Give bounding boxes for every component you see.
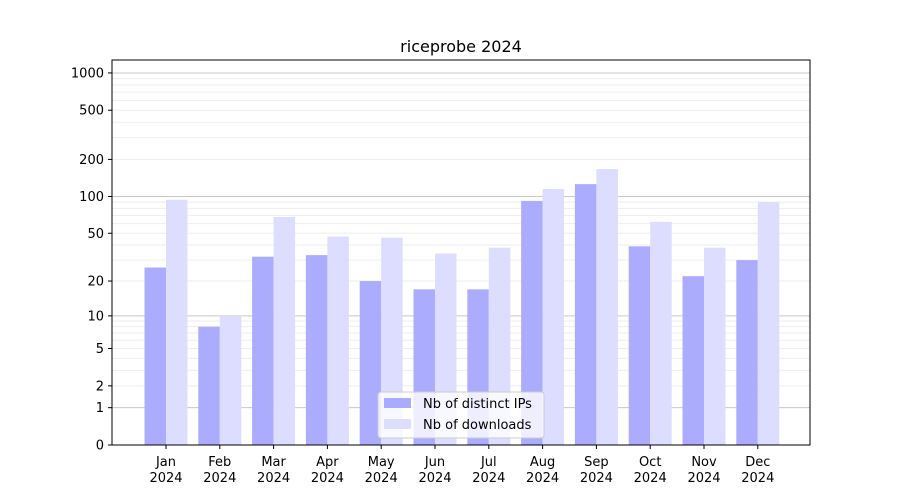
bar-distinct-ips: [198, 326, 220, 445]
bar-distinct-ips: [305, 255, 328, 445]
x-tick-label-year: 2024: [580, 471, 613, 486]
legend-label-downloads: Nb of downloads: [423, 418, 532, 433]
chart-title: riceprobe 2024: [400, 37, 522, 56]
bar-downloads: [327, 236, 349, 445]
bar-downloads: [650, 221, 672, 445]
bar-distinct-ips: [521, 200, 543, 445]
x-tick-label-year: 2024: [741, 471, 774, 486]
legend: Nb of distinct IPs Nb of downloads: [377, 391, 545, 439]
x-tick-label-year: 2024: [365, 471, 398, 486]
y-tick-label: 5: [96, 342, 104, 357]
x-tick-label-year: 2024: [257, 471, 290, 486]
x-tick-label-year: 2024: [418, 471, 451, 486]
y-tick-label: 200: [79, 153, 104, 168]
x-tick-label-year: 2024: [472, 471, 505, 486]
bar-downloads: [757, 202, 780, 445]
x-tick-label-month: Jan: [155, 455, 176, 470]
x-tick-label-year: 2024: [687, 471, 720, 486]
bar-downloads: [704, 247, 726, 445]
plot-frame: [111, 59, 811, 446]
x-tick-label-year: 2024: [149, 471, 182, 486]
x-tick-label-month: Aug: [530, 455, 555, 470]
x-tick-label-month: Sep: [584, 455, 609, 470]
y-tick-label: 0: [96, 439, 104, 454]
x-tick-label-month: Dec: [745, 455, 770, 470]
bar-downloads: [542, 189, 565, 445]
y-tick-label: 500: [79, 104, 104, 119]
x-tick-label-month: Jun: [424, 455, 445, 470]
legend-swatch-ips: [384, 398, 411, 408]
y-tick-label: 100: [79, 190, 104, 205]
x-tick-label-year: 2024: [526, 471, 559, 486]
x-tick-label-month: Jul: [480, 455, 497, 470]
bar-downloads: [273, 216, 296, 445]
bar-downloads: [166, 199, 188, 445]
x-tick-label-month: Oct: [639, 455, 661, 470]
bar-distinct-ips: [628, 246, 651, 445]
x-tick-label-month: Nov: [691, 455, 717, 470]
bar-downloads: [596, 169, 618, 445]
x-tick-label-year: 2024: [634, 471, 667, 486]
bar-distinct-ips: [736, 260, 758, 445]
x-tick-label-month: Mar: [261, 455, 286, 470]
bar-distinct-ips: [574, 184, 597, 445]
bar-distinct-ips: [682, 276, 704, 445]
bar-distinct-ips: [252, 256, 274, 445]
y-tick-label: 2: [96, 379, 104, 394]
legend-swatch-downloads: [384, 419, 411, 429]
bar-distinct-ips: [359, 281, 382, 445]
x-tick-label-month: Apr: [316, 455, 339, 470]
bar-distinct-ips: [144, 267, 166, 445]
legend-box: [377, 391, 545, 439]
x-tick-label-month: May: [368, 455, 395, 470]
y-tick-label: 1: [96, 401, 104, 416]
y-tick-label: 50: [87, 227, 104, 242]
bar-downloads: [219, 315, 242, 445]
x-tick-label-year: 2024: [311, 471, 344, 486]
y-tick-label: 10: [87, 309, 104, 324]
y-tick-label: 20: [87, 275, 104, 290]
x-tick-label-month: Feb: [208, 455, 231, 470]
x-tick-label-year: 2024: [203, 471, 236, 486]
legend-label-ips: Nb of distinct IPs: [423, 397, 532, 412]
y-tick-label: 1000: [71, 66, 104, 81]
